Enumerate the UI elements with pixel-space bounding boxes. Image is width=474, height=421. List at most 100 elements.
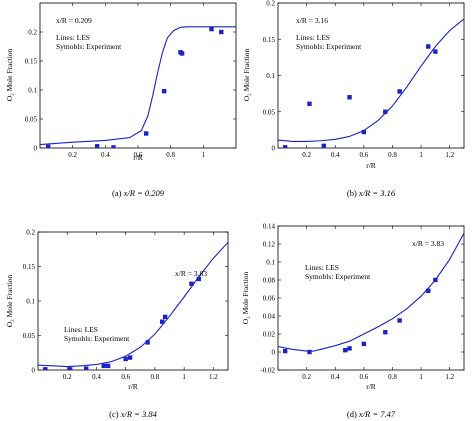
- experiment-point: [209, 26, 214, 32]
- y-tick-label: 0.08: [263, 277, 276, 285]
- x-tick-label: 0.8: [388, 151, 397, 159]
- tick-layer: 0.2 0.4 0.6 0.8 1 1.2 -0.02 0 0.02 0.04 0.06 0.08 0.…: [260, 223, 464, 381]
- x-tick-label: 0.6: [121, 373, 130, 381]
- experiment-point: [196, 276, 201, 282]
- experiment-point: [397, 318, 402, 323]
- y-axis-label: O₂ Mole Fraction: [5, 274, 14, 327]
- caption-label: (d): [347, 409, 357, 419]
- legend-line-les: Lines: LES: [64, 325, 98, 334]
- caption-value: x/R = 7.47: [358, 409, 396, 419]
- caption-label: (b): [347, 188, 357, 198]
- panel-a: 0.2 0.4 0.6 0.8 1 0 0.05 0.1 0.15 0.2 x/R = 0.209…: [5, 2, 237, 198]
- x-tick-label: 0.6: [359, 151, 368, 159]
- plot-frame: [37, 231, 229, 371]
- y-axis-label: O₂ Mole Fraction: [241, 271, 250, 324]
- y-tick-label: 0.05: [23, 332, 36, 340]
- x-tick-label: 0.6: [359, 373, 368, 381]
- y-tick-label: 0.14: [263, 223, 276, 231]
- x-tick-label: 1: [202, 151, 206, 159]
- y-tick-label: 0.05: [25, 116, 38, 124]
- y-tick-label: 0.04: [263, 313, 276, 321]
- x-tick-label: 0.4: [331, 151, 340, 159]
- legend-line-les: Lines: LES: [305, 263, 339, 272]
- x-tick-label: 0.4: [101, 151, 110, 159]
- y-tick-label: 0.15: [263, 36, 276, 44]
- experiment-point: [321, 143, 326, 148]
- y-tick-label: 0.12: [263, 241, 276, 249]
- x-tick-label: 1.2: [445, 373, 454, 381]
- experiment-point: [347, 95, 352, 100]
- y-tick-label: 0.15: [25, 58, 38, 66]
- y-tick-label: 0.1: [26, 298, 35, 306]
- y-tick-label: 0.2: [266, 0, 275, 8]
- experiment-point: [383, 330, 388, 335]
- experiment-point: [189, 281, 194, 286]
- legend-line-les: Lines: LES: [56, 33, 90, 42]
- x-tick-label: 0.2: [68, 151, 77, 159]
- experiment-point: [45, 144, 51, 148]
- x-tick-label: 1: [182, 373, 186, 381]
- x-tick-label: 0.8: [388, 373, 397, 381]
- tick-layer: 0.2 0.4 0.6 0.8 1 0 0.05 0.1 0.15 0.2: [25, 3, 236, 159]
- tick-layer: 0.2 0.4 0.6 0.8 1 1.2 0 0.05 0.1 0.15 0.2: [263, 0, 464, 159]
- legend-line-experiment: Symobls: Experiment: [296, 42, 362, 51]
- les-line: [278, 232, 464, 352]
- x-tick-label: 1.2: [445, 151, 454, 159]
- les-line: [38, 241, 228, 368]
- legend-line-experiment: Symobls: Experiment: [56, 42, 122, 51]
- annotation-xr: x/R = 0.209: [56, 16, 92, 25]
- panel-d: 0.2 0.4 0.6 0.8 1 1.2 -0.02 0 0.02 0.04 0.06 0.08 0.…: [241, 223, 465, 419]
- caption-value: x/R = 0.209: [123, 188, 165, 198]
- experiment-point: [426, 288, 431, 293]
- y-tick-label: 0.15: [23, 263, 36, 271]
- x-tick-label: 0.2: [63, 373, 72, 381]
- experiment-point: [123, 356, 128, 362]
- x-axis-label: r/R: [128, 382, 138, 391]
- x-axis-label: r/R: [133, 153, 143, 162]
- y-tick-label: 0.05: [263, 108, 276, 116]
- series-layer: [38, 241, 228, 370]
- experiment-point: [101, 363, 106, 369]
- y-tick-label: 0.2: [28, 29, 37, 37]
- legend-line-les: Lines: LES: [296, 33, 330, 42]
- y-tick-label: -0.02: [260, 367, 275, 375]
- les-line: [40, 26, 236, 146]
- y-tick-label: 0.1: [266, 259, 275, 267]
- experiment-point: [426, 44, 431, 49]
- y-tick-label: 0.1: [266, 72, 275, 80]
- y-tick-label: 0: [272, 145, 276, 153]
- experiment-point: [433, 49, 438, 54]
- experiment-point: [397, 89, 402, 94]
- legend-line-experiment: Symobls: Experiment: [64, 334, 130, 343]
- experiment-point: [145, 340, 150, 345]
- experiment-point: [361, 129, 367, 135]
- experiment-point: [219, 29, 224, 35]
- experiment-point: [94, 144, 100, 148]
- experiment-point: [307, 101, 312, 106]
- x-tick-label: 1: [419, 151, 423, 159]
- experiment-point: [282, 145, 288, 148]
- y-tick-label: 0: [272, 349, 276, 357]
- experiment-point: [127, 355, 133, 360]
- experiment-point: [67, 367, 73, 370]
- y-tick-label: 0.02: [263, 331, 276, 339]
- series-layer: [278, 18, 464, 148]
- experiment-point: [43, 367, 48, 370]
- caption: (d) x/R = 7.47: [347, 409, 396, 419]
- experiment-point: [84, 366, 89, 370]
- experiment-point: [307, 349, 312, 355]
- caption-label: (c): [109, 409, 119, 419]
- y-tick-label: 0.06: [263, 295, 276, 303]
- y-axis-label: O₂ Mole Fraction: [5, 48, 14, 101]
- experiment-point: [143, 131, 149, 136]
- tick-layer: 0.2 0.4 0.6 0.8 1 1.2 0 0.05 0.1 0.15 0.2: [23, 229, 228, 381]
- series-layer: [40, 26, 236, 148]
- experiment-point: [160, 319, 165, 324]
- x-tick-label: 0.2: [302, 151, 311, 159]
- experiment-point: [282, 348, 288, 354]
- caption-label: (a): [112, 188, 122, 198]
- experiment-point: [179, 51, 185, 56]
- x-tick-label: 0.2: [302, 373, 311, 381]
- x-tick-label: 1: [419, 373, 423, 381]
